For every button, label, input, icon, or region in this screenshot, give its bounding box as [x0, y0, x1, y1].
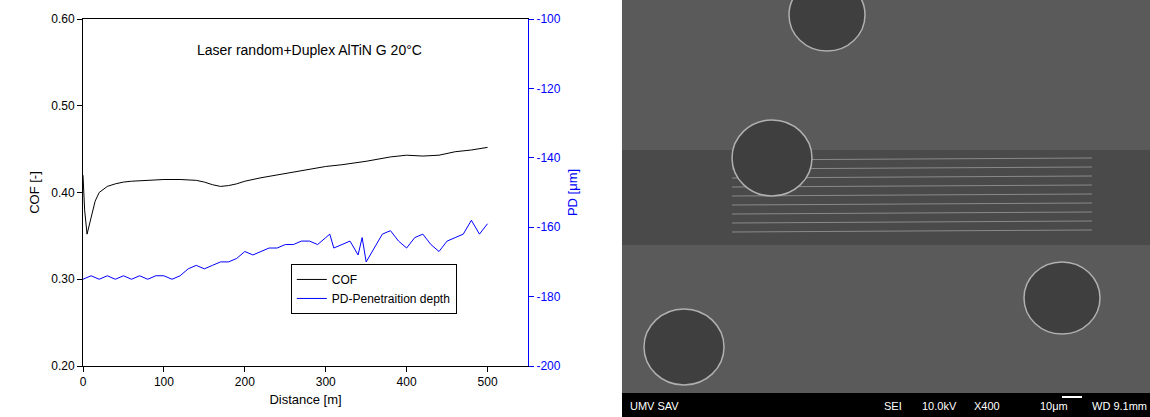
- svg-text:200: 200: [235, 375, 255, 389]
- svg-text:300: 300: [316, 375, 336, 389]
- svg-text:10.0kV: 10.0kV: [922, 400, 957, 412]
- svg-text:WD 9.1mm: WD 9.1mm: [1092, 400, 1147, 412]
- svg-text:400: 400: [397, 375, 417, 389]
- svg-text:COF [-]: COF [-]: [27, 171, 42, 214]
- svg-text:0.60: 0.60: [51, 12, 75, 26]
- svg-text:100: 100: [154, 375, 174, 389]
- svg-text:0.20: 0.20: [51, 359, 75, 373]
- svg-text:-180: -180: [536, 290, 560, 304]
- svg-text:0: 0: [80, 375, 87, 389]
- svg-text:10μm: 10μm: [1040, 400, 1068, 412]
- svg-text:0.40: 0.40: [51, 186, 75, 200]
- svg-text:Laser random+Duplex AlTiN G 20: Laser random+Duplex AlTiN G 20°C: [197, 42, 422, 58]
- svg-text:0.50: 0.50: [51, 99, 75, 113]
- svg-text:PD-Penetraition depth: PD-Penetraition depth: [332, 292, 450, 306]
- svg-text:X400: X400: [974, 400, 1000, 412]
- svg-text:Distance [m]: Distance [m]: [269, 392, 341, 407]
- svg-text:SEI: SEI: [884, 400, 902, 412]
- svg-text:-160: -160: [536, 220, 560, 234]
- svg-text:-100: -100: [536, 12, 560, 26]
- svg-text:-200: -200: [536, 359, 560, 373]
- svg-text:-120: -120: [536, 82, 560, 96]
- svg-text:0.30: 0.30: [51, 272, 75, 286]
- svg-text:UMV SAV: UMV SAV: [630, 400, 679, 412]
- svg-text:PD [μm]: PD [μm]: [565, 169, 580, 216]
- svg-text:-140: -140: [536, 151, 560, 165]
- svg-text:COF: COF: [332, 273, 357, 287]
- svg-text:500: 500: [478, 375, 498, 389]
